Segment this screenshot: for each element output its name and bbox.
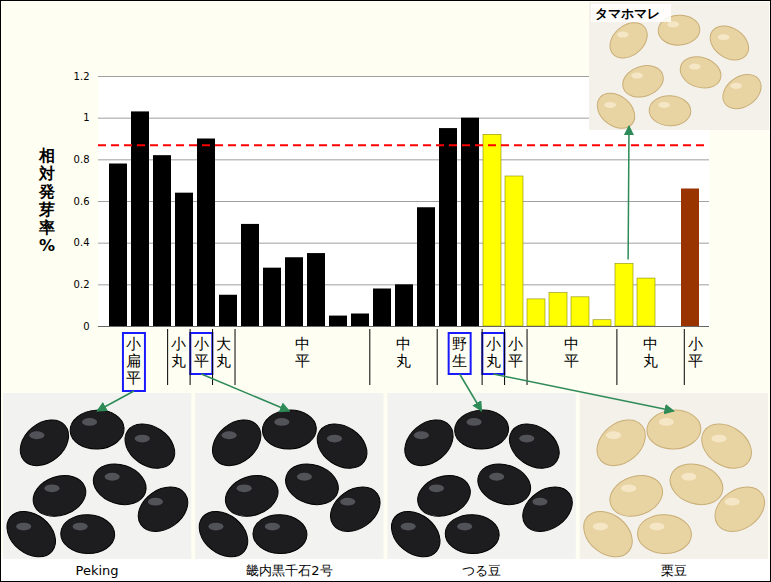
svg-text:中: 中 (564, 335, 579, 353)
svg-text:相: 相 (38, 146, 55, 165)
svg-text:芽: 芽 (38, 200, 55, 219)
svg-text:中: 中 (396, 335, 411, 353)
svg-text:扁: 扁 (126, 352, 141, 370)
svg-text:野: 野 (452, 335, 467, 353)
svg-text:%: % (39, 236, 55, 255)
svg-text:つる豆: つる豆 (462, 563, 501, 578)
svg-text:Peking: Peking (76, 563, 119, 578)
svg-text:畿内黒千石2号: 畿内黒千石2号 (246, 563, 332, 578)
svg-text:0.4: 0.4 (74, 237, 90, 248)
svg-text:小: 小 (688, 335, 703, 353)
svg-text:中: 中 (643, 335, 658, 353)
svg-text:丸: 丸 (396, 352, 411, 370)
svg-text:発: 発 (38, 182, 55, 201)
svg-text:率: 率 (38, 218, 55, 237)
svg-text:0: 0 (83, 321, 89, 331)
svg-text:丸: 丸 (643, 352, 658, 370)
svg-text:1.2: 1.2 (74, 71, 90, 82)
svg-text:タマホマレ: タマホマレ (595, 6, 660, 21)
svg-text:0.2: 0.2 (74, 279, 90, 290)
svg-text:小: 小 (508, 335, 523, 353)
svg-text:丸: 丸 (171, 352, 186, 370)
svg-text:平: 平 (508, 352, 523, 370)
svg-text:小: 小 (126, 335, 141, 353)
svg-text:0.6: 0.6 (74, 196, 90, 207)
svg-text:1: 1 (83, 112, 89, 123)
svg-text:丸: 丸 (216, 352, 231, 370)
svg-text:平: 平 (688, 352, 703, 370)
svg-text:栗豆: 栗豆 (661, 563, 687, 578)
svg-text:生: 生 (452, 352, 467, 370)
svg-text:平: 平 (194, 352, 209, 370)
svg-text:中: 中 (295, 335, 310, 353)
svg-text:対: 対 (38, 164, 55, 183)
svg-text:小: 小 (171, 335, 186, 353)
svg-text:小: 小 (486, 335, 501, 353)
svg-text:小: 小 (194, 335, 209, 353)
svg-text:平: 平 (126, 369, 141, 387)
svg-text:平: 平 (564, 352, 579, 370)
svg-text:平: 平 (295, 352, 310, 370)
svg-text:大: 大 (216, 335, 231, 353)
svg-text:0.8: 0.8 (74, 154, 90, 165)
svg-text:丸: 丸 (486, 352, 501, 370)
